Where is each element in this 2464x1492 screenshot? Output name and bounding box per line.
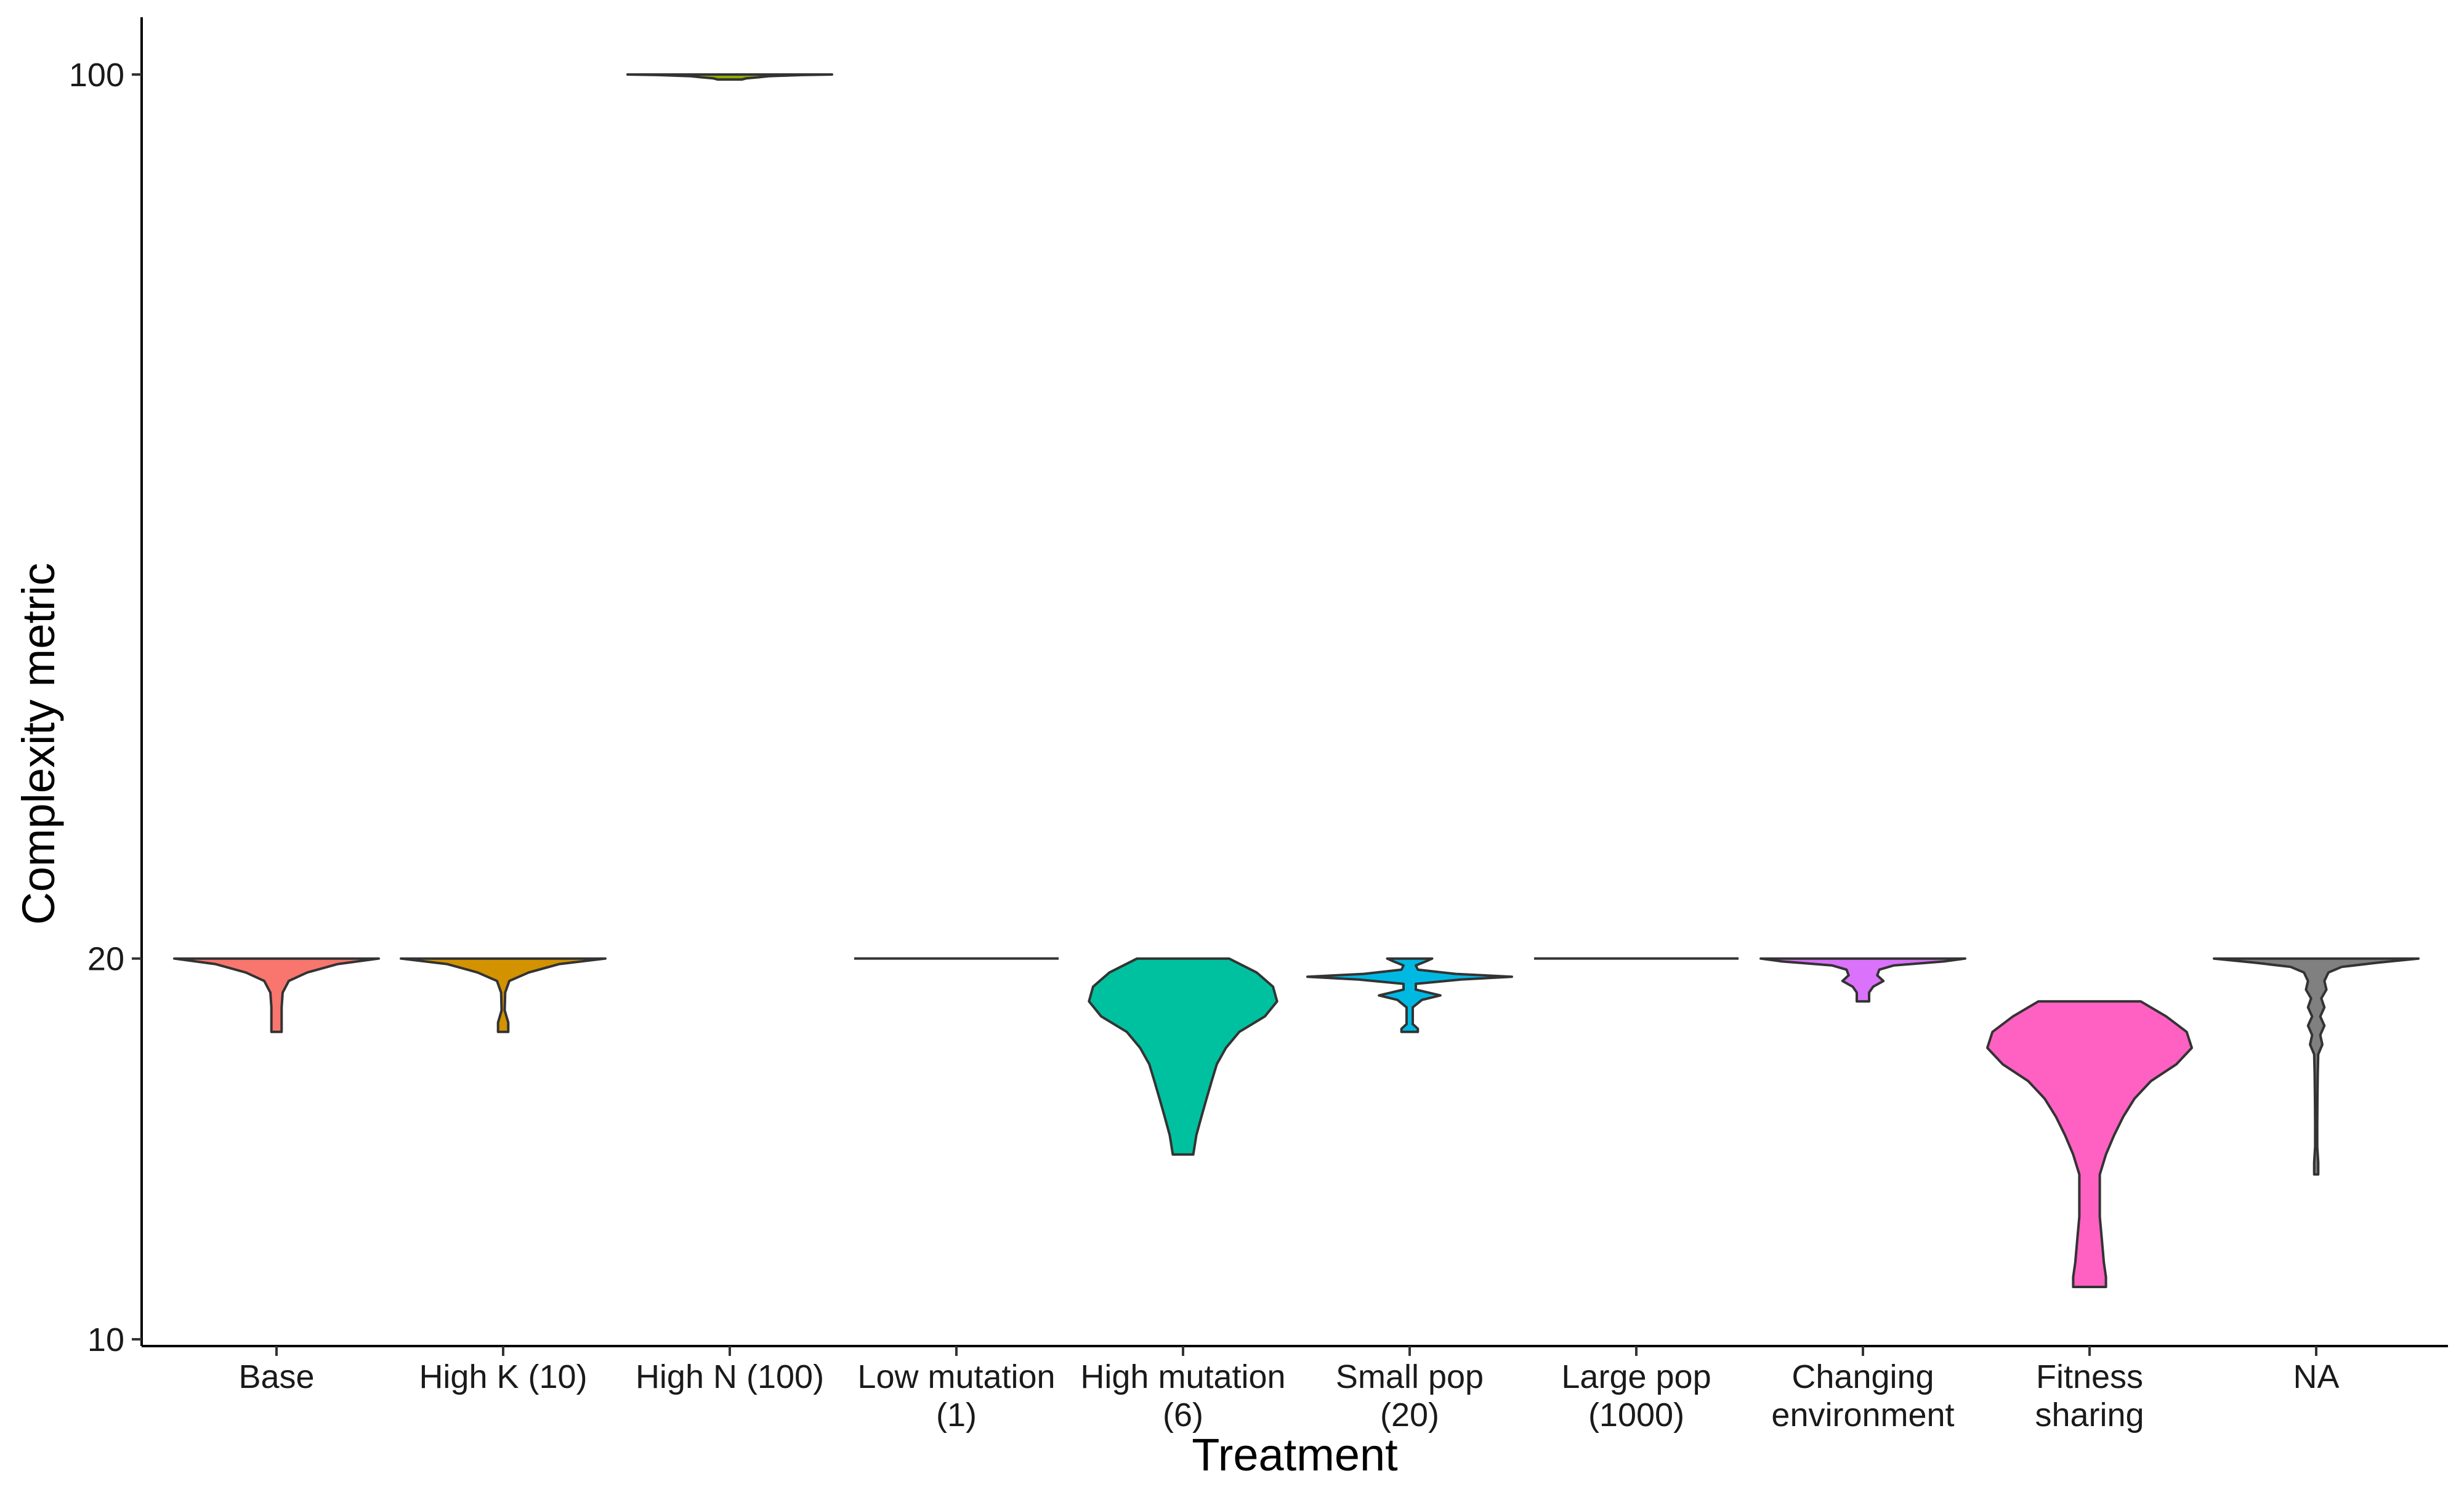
x-tick-label: Small pop (20): [1336, 1358, 1484, 1434]
violin-fitness-sharing: [1986, 1000, 2193, 1288]
y-tick-label: 20: [87, 941, 124, 978]
x-tick-label: NA: [2293, 1358, 2339, 1395]
x-tick-label: Low mutation (1): [857, 1358, 1055, 1434]
y-axis: 10 20 100: [69, 17, 143, 1358]
x-tick-label: Changing environment: [1771, 1358, 1954, 1434]
x-tick-label: High mutation (6): [1080, 1358, 1285, 1434]
x-tick-label: High K (10): [419, 1358, 587, 1395]
y-axis-title: Complexity metric: [13, 563, 64, 925]
violin-high-n-100: [626, 73, 833, 81]
violin-high-mutation-6: [1088, 957, 1278, 1156]
x-axis-title: Treatment: [1192, 1429, 1398, 1480]
x-tick-label: High N (100): [636, 1358, 824, 1395]
violin-small-pop-20: [1306, 957, 1513, 1033]
violin-na: [2213, 957, 2420, 1176]
x-tick-label: Fitness sharing: [2035, 1358, 2144, 1434]
violin-group: [173, 73, 2420, 1288]
violin-changing-environment: [1759, 957, 1966, 1003]
x-tick-label: Large pop (1000): [1561, 1358, 1711, 1434]
violin-high-k-10: [400, 957, 607, 1033]
y-tick-label: 100: [69, 57, 124, 94]
y-tick-label: 10: [87, 1321, 124, 1358]
x-axis: Base High K (10) High N (100) Low mutation(…: [142, 1345, 2448, 1434]
x-tick-label: Base: [238, 1358, 314, 1395]
violin-base: [173, 957, 380, 1033]
